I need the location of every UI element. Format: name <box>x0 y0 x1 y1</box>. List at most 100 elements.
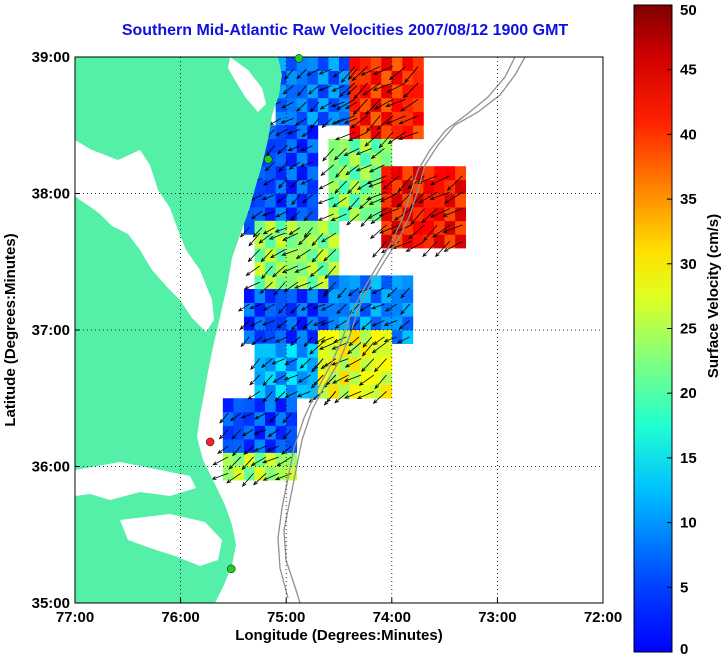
vector-arrowhead <box>303 233 309 238</box>
vector-arrowhead <box>251 215 256 220</box>
vector-arrowhead <box>243 285 249 290</box>
velocity-cell <box>275 316 287 331</box>
vector-arrowhead <box>320 171 326 176</box>
vector-arrowhead <box>294 121 300 127</box>
vector-arrowhead <box>302 198 307 204</box>
velocity-vector <box>398 175 413 192</box>
velocity-cell <box>370 343 382 358</box>
velocity-cell <box>370 302 382 317</box>
velocity-cell <box>296 261 308 276</box>
velocity-cell <box>307 343 319 358</box>
velocity-cell <box>412 57 424 71</box>
velocity-cell <box>434 193 445 208</box>
vector-arrowhead <box>298 240 303 246</box>
velocity-cell <box>307 70 319 85</box>
velocity-cell <box>402 97 414 112</box>
velocity-vector <box>300 358 311 369</box>
velocity-cell <box>296 357 308 372</box>
velocity-cell <box>391 302 403 317</box>
velocity-cell <box>286 248 298 263</box>
velocity-vector <box>337 287 347 299</box>
vector-arrowhead <box>368 183 374 188</box>
velocity-cell <box>275 97 287 112</box>
vector-arrowhead <box>393 216 399 221</box>
vector-arrowhead <box>309 107 315 113</box>
velocity-vector <box>213 456 229 466</box>
vector-arrowhead <box>343 378 349 382</box>
velocity-cell <box>254 207 266 222</box>
velocity-cell <box>254 316 266 331</box>
velocity-cell <box>370 84 382 99</box>
velocity-vector <box>248 391 261 400</box>
velocity-cell <box>391 193 403 208</box>
velocity-vector <box>344 374 362 382</box>
velocity-cell <box>391 316 403 331</box>
vector-arrowhead <box>344 105 350 110</box>
velocity-vector <box>231 429 242 440</box>
vector-arrowhead <box>297 378 303 383</box>
velocity-cell <box>286 193 298 208</box>
velocity-cell <box>339 384 350 399</box>
vector-arrowhead <box>281 269 287 273</box>
velocity-vector <box>261 358 273 368</box>
vector-arrowhead <box>268 235 274 240</box>
vector-arrowhead <box>247 257 253 263</box>
velocity-vector <box>302 129 313 137</box>
velocity-cell <box>370 384 382 399</box>
velocity-cell <box>307 248 319 263</box>
vector-arrowhead <box>331 120 337 125</box>
velocity-cell <box>381 152 393 167</box>
vector-arrowhead <box>217 449 222 454</box>
vector-arrowhead <box>283 288 289 293</box>
velocity-vector <box>301 178 313 185</box>
velocity-field <box>211 57 467 487</box>
velocity-cell <box>233 439 245 454</box>
velocity-cell <box>391 111 403 126</box>
velocity-cell <box>265 357 276 372</box>
velocity-cell <box>423 220 435 235</box>
velocity-cell <box>275 343 287 358</box>
velocity-vector <box>254 445 267 452</box>
velocity-vector <box>348 69 358 80</box>
velocity-vector <box>361 358 375 372</box>
velocity-cell <box>402 275 414 290</box>
vector-arrowhead <box>228 465 233 470</box>
vector-arrowhead <box>323 257 328 262</box>
velocity-cell <box>317 384 329 399</box>
vector-arrowhead <box>274 228 280 233</box>
vector-arrowhead <box>262 196 267 200</box>
vector-arrowhead <box>386 293 392 298</box>
vector-arrowhead <box>317 200 323 204</box>
velocity-vector <box>294 281 311 289</box>
velocity-cell <box>381 166 393 181</box>
vector-arrowhead <box>301 132 307 137</box>
velocity-vector <box>385 303 398 312</box>
velocity-vector <box>217 445 229 454</box>
velocity-vector <box>270 249 286 258</box>
vector-arrowhead <box>276 150 282 155</box>
velocity-cell <box>370 370 382 385</box>
radar-stations <box>205 54 304 574</box>
velocity-cell <box>360 289 371 303</box>
vector-arrowhead <box>355 151 361 155</box>
vector-arrowhead <box>318 70 324 75</box>
velocity-cell <box>381 138 393 153</box>
vector-arrowhead <box>281 450 286 455</box>
velocity-vector <box>366 115 381 132</box>
vector-arrowhead <box>385 103 391 107</box>
velocity-vector <box>399 320 411 330</box>
vector-arrowhead <box>299 364 305 369</box>
velocity-vector <box>324 265 337 279</box>
vector-arrowhead <box>356 395 362 399</box>
velocity-cell <box>317 111 329 126</box>
velocity-cell <box>402 70 414 85</box>
velocity-vector <box>379 224 400 234</box>
velocity-cell <box>307 316 319 331</box>
velocity-vector <box>273 374 286 383</box>
velocity-vector <box>348 287 360 297</box>
velocity-vector <box>348 197 360 211</box>
velocity-cell <box>233 466 245 481</box>
vector-arrowhead <box>407 184 413 190</box>
velocity-cell <box>275 289 287 303</box>
velocity-vector <box>276 128 288 136</box>
